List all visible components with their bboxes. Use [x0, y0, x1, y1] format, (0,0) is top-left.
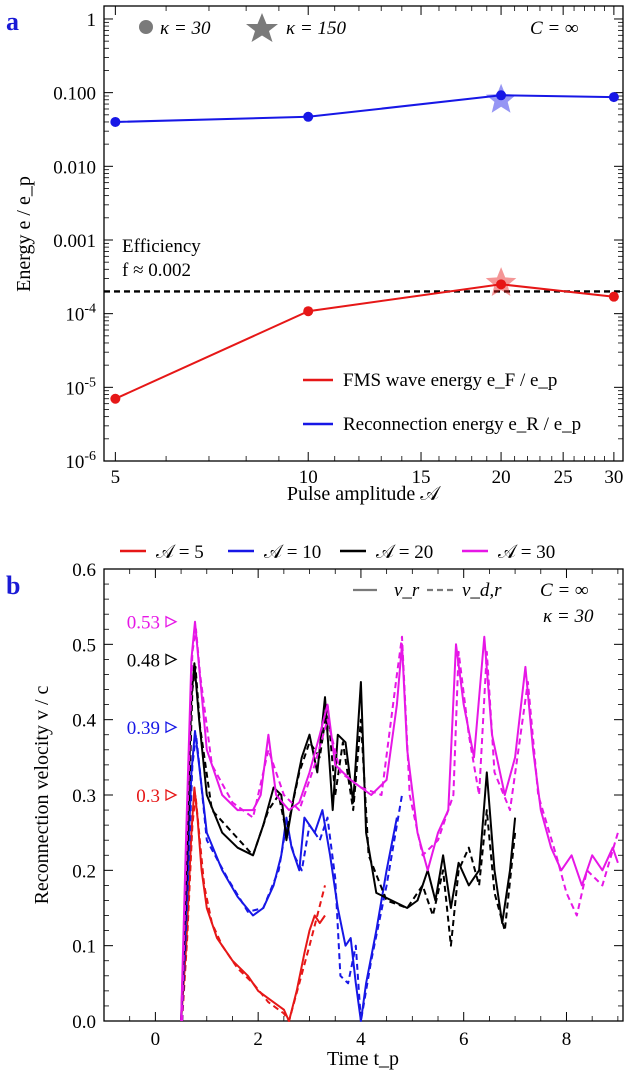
panel-b-legend-label: 𝒜 = 20	[376, 542, 433, 563]
panel-b-ytick-label: 0.3	[72, 786, 96, 807]
peak-marker-icon	[165, 653, 178, 666]
panel-a-ytick-label: 0.001	[53, 231, 96, 252]
panel-a-xlabel: Pulse amplitude 𝒜	[287, 483, 441, 505]
panel-b-ytick-label: 0.5	[72, 635, 96, 656]
legend-kappa150: κ = 150	[286, 18, 346, 39]
panel-b-xlabel: Time t_p	[327, 1048, 399, 1070]
panel-a-xtick-label: 20	[492, 467, 511, 488]
panel-b-ytick-label: 0.0	[72, 1012, 96, 1033]
efficiency-annotation-line2: f ≈ 0.002	[122, 260, 191, 281]
panel-a-point	[110, 393, 121, 404]
panel-b-letter: b	[6, 571, 20, 600]
panel-a-frame	[103, 5, 624, 462]
panel-a-series-line	[115, 94, 614, 123]
panel-b-kappa-label: κ = 30	[543, 606, 594, 627]
panel-b-legend-label: 𝒜 = 10	[264, 542, 321, 563]
peak-value-label: 0.3	[136, 786, 160, 807]
panel-b-vdr-line	[181, 733, 403, 1022]
panel-a-ytick-label: 10-6	[65, 449, 96, 473]
panel-a-point	[303, 306, 314, 317]
panel-b-ticks: 0 2 4 6 8 0.0 0.1 0.2 0.3 0.4 0.5 0.6	[72, 560, 623, 1050]
panel-a-c-label: C = ∞	[530, 18, 579, 39]
panel-a-point	[608, 291, 619, 302]
panel-b-vdr-line	[181, 794, 326, 1022]
peak-marker-icon	[165, 615, 178, 628]
panel-a-ytick-label: 10-4	[65, 302, 96, 326]
kappa150-star-icon	[246, 13, 278, 42]
panel-a-xtick-label: 10	[299, 467, 318, 488]
panel-b-xtick-label: 4	[356, 1029, 366, 1050]
panel-b-ytick-label: 0.2	[72, 861, 96, 882]
panel-b-c-label: C = ∞	[540, 580, 589, 601]
panel-b-vr-line	[180, 620, 619, 1022]
panel-a-ytick-label: 1	[87, 10, 97, 31]
panel-b-vr-line	[180, 662, 517, 1022]
kappa150-star-point	[485, 267, 517, 296]
panel-b-peak-labels: 0.3 0.39 0.48 0.53	[127, 613, 178, 807]
panel-a-xtick-label: 5	[111, 467, 121, 488]
panel-b-ytick-label: 0.6	[72, 560, 96, 581]
panel-b-legend-label: 𝒜 = 5	[156, 542, 204, 563]
legend-vdr: v_d,r	[462, 580, 502, 601]
panel-a-ylabel: Energy e / e_p	[13, 176, 35, 292]
panel-a-ytick-label: 0.010	[53, 157, 96, 178]
legend-kappa30: κ = 30	[160, 18, 211, 39]
panel-b-ytick-label: 0.1	[72, 937, 96, 958]
panel-b-frame	[103, 568, 624, 1022]
peak-value-label: 0.48	[127, 650, 160, 671]
panel-b-vdr-line	[181, 628, 619, 1022]
panel-a-ticks: 5 10 15 20 25 30 10-6 10-5 10-4 0.001 0.010 0.100 1	[53, 6, 623, 488]
panel-b-xtick-label: 8	[562, 1029, 572, 1050]
panel-a-xtick-label: 25	[554, 467, 573, 488]
panel-a-point	[496, 90, 507, 101]
panel-a-point	[110, 116, 121, 127]
peak-marker-icon	[165, 721, 178, 734]
panel-b-xtick-label: 2	[253, 1029, 263, 1050]
efficiency-annotation-line1: Efficiency	[122, 236, 201, 257]
kappa150-star-point	[485, 83, 517, 113]
panel-b-xtick-label: 0	[151, 1029, 161, 1050]
panel-a-series-line	[114, 283, 615, 400]
panel-a-point	[608, 92, 619, 103]
panel-a-ytick-label: 0.100	[53, 84, 96, 105]
panel-b-vdr-line	[181, 665, 517, 1022]
panel-a-plot-area	[104, 83, 623, 404]
panel-b-series-legend: 𝒜 = 5 𝒜 = 10 𝒜 = 20 𝒜 = 30	[120, 542, 555, 563]
panel-a-point	[303, 111, 314, 122]
panel-b-legend-label: 𝒜 = 30	[498, 542, 555, 563]
panel-b-xtick-label: 6	[459, 1029, 469, 1050]
legend-fms-label: FMS wave energy e_F / e_p	[343, 370, 557, 391]
legend-vr: v_r	[394, 580, 420, 601]
panel-a-xtick-label: 15	[412, 467, 431, 488]
panel-a-letter: a	[6, 7, 19, 36]
panel-b-ylabel: Reconnection velocity v / c	[31, 685, 53, 904]
panel-b-vr-line	[180, 786, 326, 1022]
peak-value-label: 0.39	[127, 718, 160, 739]
legend-reconnection-label: Reconnection energy e_R / e_p	[343, 414, 581, 435]
peak-value-label: 0.53	[127, 613, 160, 634]
panel-a-ytick-label: 10-5	[65, 375, 96, 399]
panel-a-xtick-label: 30	[604, 467, 623, 488]
panel-b-ytick-label: 0.4	[72, 711, 96, 732]
kappa30-marker-icon	[139, 20, 153, 34]
panel-a-point	[496, 279, 507, 290]
panel-b-vr-line	[180, 730, 398, 1022]
panel-b-plot-area	[180, 620, 619, 1022]
peak-marker-icon	[165, 788, 178, 802]
